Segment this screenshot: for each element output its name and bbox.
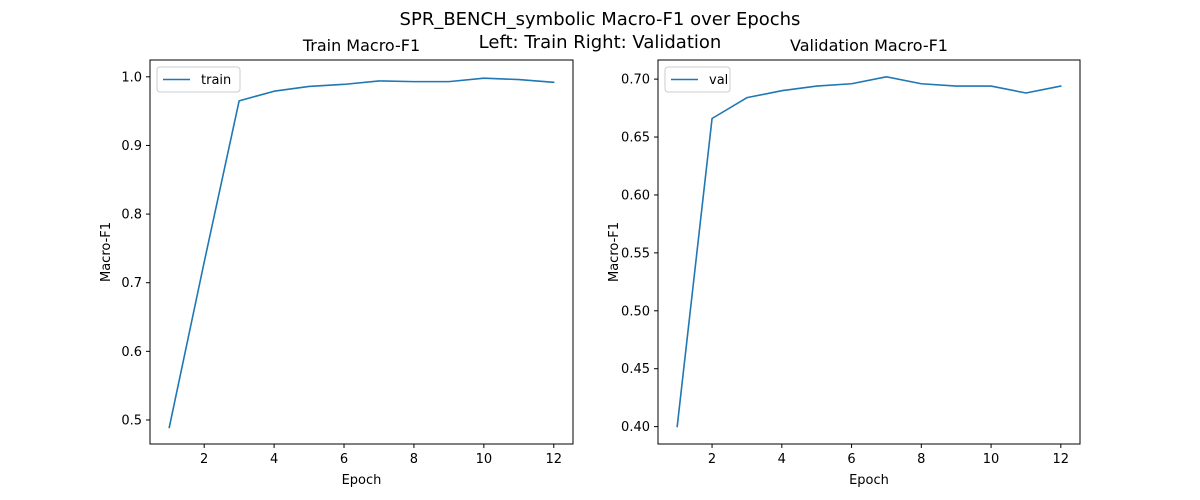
train-legend-box <box>156 66 241 93</box>
train-y-tick-label: 0.7 <box>121 276 142 291</box>
train-legend: train <box>156 66 241 93</box>
figure-suptitle-line1: SPR_BENCH_symbolic Macro-F1 over Epochs <box>400 9 801 30</box>
train-y-tick-label: 0.9 <box>121 139 142 154</box>
val-x-tick-label: 12 <box>1053 452 1070 467</box>
val-series-line-val <box>676 76 1062 428</box>
val-y-tick-label: 0.40 <box>621 420 650 435</box>
train-legend-label: train <box>201 73 231 88</box>
val-x-tick-label: 6 <box>847 452 855 467</box>
axes-layer: 2 4 6 8 10 12 0.5 0.6 0.7 0.8 0.9 1.0 Train Macro-F1… <box>99 36 1081 488</box>
val-y-tick-label: 0.65 <box>621 131 650 146</box>
train-y-tick-label: 0.8 <box>121 208 142 223</box>
val-axes: 2 4 6 8 10 12 0.40 0.45 0.50 0.55 0.60 0.65 0.70 Vali… <box>607 36 1081 488</box>
train-y-tick-label: 0.5 <box>121 413 142 428</box>
train-y-tick-label: 0.6 <box>121 345 142 360</box>
train-y-axis-label: Macro-F1 <box>99 222 114 282</box>
train-x-tick-label: 6 <box>340 452 348 467</box>
train-x-tick-label: 4 <box>270 452 278 467</box>
val-x-tick-label: 2 <box>708 452 716 467</box>
train-axes-title: Train Macro-F1 <box>302 36 420 55</box>
val-axes-title: Validation Macro-F1 <box>790 36 948 55</box>
val-y-tick-label: 0.50 <box>621 304 650 319</box>
val-legend: val <box>664 66 731 93</box>
train-series-line-train <box>168 77 555 429</box>
val-y-tick-label: 0.60 <box>621 188 650 203</box>
train-x-axis-label: Epoch <box>342 473 382 488</box>
train-x-tick-label: 2 <box>200 452 208 467</box>
val-y-tick-label: 0.70 <box>621 73 650 88</box>
val-x-tick-label: 10 <box>983 452 1000 467</box>
val-x-tick-label: 8 <box>917 452 925 467</box>
val-legend-label: val <box>709 73 728 88</box>
train-y-tick-label: 1.0 <box>121 70 142 85</box>
train-axes: 2 4 6 8 10 12 0.5 0.6 0.7 0.8 0.9 1.0 Train Macro-F1… <box>99 36 574 488</box>
val-y-tick-label: 0.45 <box>621 362 650 377</box>
val-y-tick-label: 0.55 <box>621 246 650 261</box>
val-y-axis-label: Macro-F1 <box>607 222 622 282</box>
train-x-tick-label: 8 <box>410 452 418 467</box>
train-x-tick-label: 12 <box>545 452 562 467</box>
train-x-tick-label: 10 <box>476 452 493 467</box>
val-x-axis-label: Epoch <box>849 473 889 488</box>
val-axes-frame <box>657 59 1081 445</box>
figure-suptitle-line2: Left: Train Right: Validation <box>479 32 722 53</box>
val-x-tick-label: 4 <box>778 452 786 467</box>
train-axes-frame <box>149 59 574 445</box>
